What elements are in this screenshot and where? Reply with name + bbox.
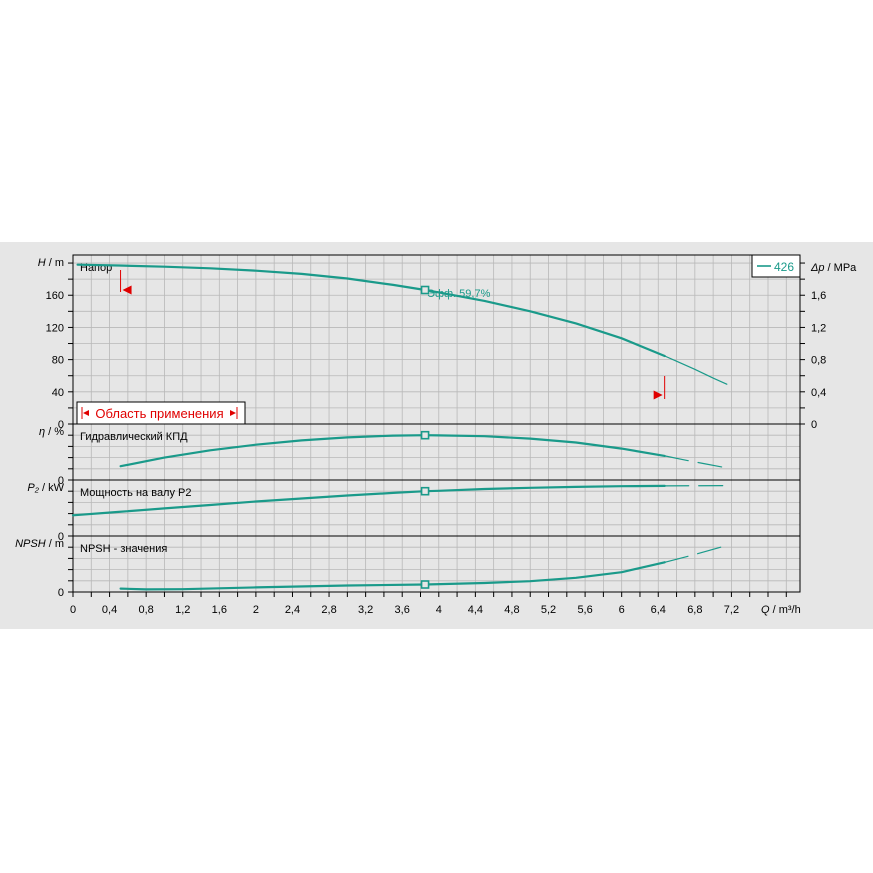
- x-tick-label: 1,2: [175, 604, 190, 616]
- x-tick-label: 2,8: [321, 604, 336, 616]
- curves-power: [71, 484, 728, 517]
- duty-point-marker: [420, 580, 430, 589]
- y-axis-unit: / m: [46, 257, 64, 269]
- x-tick-label: 5,6: [577, 604, 592, 616]
- x-tick-label: 3,2: [358, 604, 373, 616]
- legend-label: 426: [774, 260, 794, 274]
- duty-point-marker: [420, 486, 430, 496]
- y-axis-unit: / m: [46, 538, 64, 550]
- x-tick-label: 6,8: [687, 604, 702, 616]
- range-legend-arrow-right: [230, 410, 236, 416]
- y-tick-label: 160: [46, 290, 64, 302]
- range-start-arrow: [122, 285, 132, 295]
- right-tick-label: 0,8: [811, 355, 826, 367]
- right-tick-label: 1,6: [811, 290, 826, 302]
- x-tick-label: 5,2: [541, 604, 556, 616]
- x-axis-symbol: Q: [761, 604, 770, 616]
- x-axis: 0 0,4 0,8 1,2 1,6 2 2,4 2,8 3,2 3,6 4 4,4 4,8 5,2 5,6 6…: [70, 592, 801, 616]
- horizontal-grid: [73, 262, 800, 582]
- range-legend-arrow-left: [83, 410, 89, 416]
- x-tick-label: 4,4: [468, 604, 483, 616]
- x-tick-label: 2: [253, 604, 259, 616]
- range-legend-label: Область применения: [95, 406, 223, 421]
- x-tick-label: 0: [70, 604, 76, 616]
- x-axis-label: Q / m³/h: [761, 604, 801, 616]
- panel-title-efficiency: Гидравлический КПД: [80, 431, 188, 443]
- right-axis-symbol: Δp: [810, 262, 825, 274]
- x-tick-label: 0,8: [139, 604, 154, 616]
- series-legend: 426: [751, 254, 801, 278]
- x-tick-label: 4: [436, 604, 442, 616]
- y-axis-symbol: P₂: [27, 482, 39, 494]
- curves-efficiency: [119, 430, 728, 469]
- y-tick-label-zero: 0: [58, 419, 64, 431]
- y-axis-efficiency: 0 η / % Гидравлический КПД: [39, 423, 188, 487]
- y-tick-label: 80: [52, 355, 64, 367]
- right-axis-unit: / MPa: [825, 262, 858, 274]
- right-tick-label: 1,2: [811, 322, 826, 334]
- y-axis-label-efficiency: η / %: [39, 426, 64, 438]
- y-tick-label-zero: 0: [58, 475, 64, 487]
- x-tick-label: 1,6: [212, 604, 227, 616]
- duty-point-marker: [420, 285, 430, 295]
- x-tick-label: 6,4: [651, 604, 666, 616]
- y-axis-symbol: η: [39, 426, 45, 438]
- y-tick-label-zero: 0: [58, 587, 64, 599]
- efficiency-label: Эфф. 59,7%: [427, 288, 491, 300]
- y-axis-unit: / kW: [39, 482, 65, 494]
- x-tick-label: 4,8: [504, 604, 519, 616]
- y-axis-symbol: H: [38, 257, 46, 269]
- range-end-arrow: [653, 390, 663, 400]
- x-tick-label: 3,6: [395, 604, 410, 616]
- y-tick-label-zero: 0: [58, 531, 64, 543]
- y-axis-label-power: P₂ / kW: [27, 482, 64, 494]
- curve-extrapolated: [664, 544, 728, 563]
- y-axis-npsh: 0 NPSH / m NPSH - значения: [15, 535, 167, 599]
- panel-title-power: Мощность на валу P2: [80, 487, 192, 499]
- range-legend-box: [76, 401, 246, 425]
- y-tick-label: 40: [52, 387, 64, 399]
- panel-title-npsh: NPSH - значения: [80, 543, 167, 555]
- y-axis-symbol: NPSH: [15, 538, 46, 550]
- chart-svg: 0 0,4 0,8 1,2 1,6 2 2,4 2,8 3,2 3,6 4 4,4 4,8 5,2 5,6 6…: [15, 254, 857, 616]
- x-axis-unit: / m³/h: [770, 604, 801, 616]
- application-range-legend: Область применения: [76, 401, 246, 425]
- right-axis: 0 0,4 0,8 1,2 1,6 Δp / MPa: [800, 262, 857, 431]
- right-tick-label: 0,4: [811, 387, 826, 399]
- y-axis-power: 0 P₂ / kW Мощность на валу P2: [27, 479, 192, 543]
- y-axis-unit: / %: [45, 426, 64, 438]
- pump-curve-chart: 0 0,4 0,8 1,2 1,6 2 2,4 2,8 3,2 3,6 4 4,4 4,8 5,2 5,6 6…: [0, 242, 873, 629]
- y-tick-label: 120: [46, 322, 64, 334]
- curve-extrapolated: [664, 355, 728, 385]
- right-tick-label: 0: [811, 419, 817, 431]
- x-tick-label: 2,4: [285, 604, 300, 616]
- y-axis-label-npsh: NPSH / m: [15, 538, 64, 550]
- duty-point-marker: [420, 430, 430, 440]
- right-axis-label: Δp / MPa: [810, 262, 857, 274]
- x-tick-label: 0,4: [102, 604, 117, 616]
- curve-426: [119, 434, 666, 468]
- x-tick-label: 7,2: [724, 604, 739, 616]
- curves-head: [76, 263, 728, 385]
- curve-extrapolated: [664, 455, 728, 469]
- x-tick-label: 6: [619, 604, 625, 616]
- y-axis-label-head: H / m: [38, 257, 64, 269]
- curve-426: [76, 263, 666, 358]
- legend-box: [751, 254, 801, 278]
- curve-426: [71, 484, 666, 517]
- curves-npsh: [119, 544, 728, 591]
- application-range: [120, 270, 666, 400]
